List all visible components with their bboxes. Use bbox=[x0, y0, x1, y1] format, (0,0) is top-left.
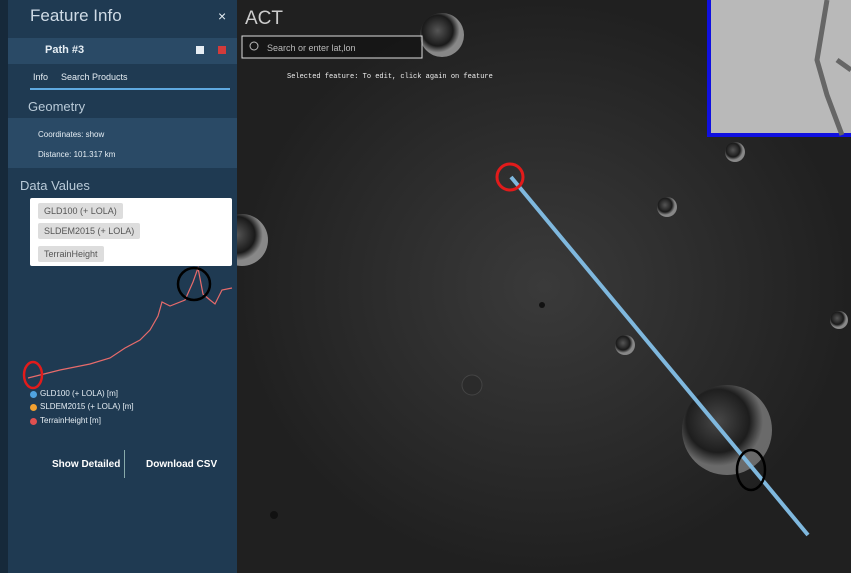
path-line[interactable] bbox=[509, 175, 810, 537]
data-values-title: Data Values bbox=[20, 178, 90, 193]
distance: Distance: 101.317 km bbox=[38, 150, 116, 159]
crater bbox=[461, 374, 483, 396]
mission-name: ACT bbox=[245, 8, 283, 29]
annotation-circle bbox=[22, 360, 44, 390]
download-csv-button[interactable]: Download CSV bbox=[146, 459, 218, 470]
search-placeholder[interactable]: Search or enter lat,lon bbox=[267, 43, 356, 53]
legend-entry: GLD100 (+ LOLA) [m] bbox=[40, 389, 119, 398]
crater bbox=[420, 13, 464, 57]
legend-entry: TerrainHeight [m] bbox=[40, 416, 101, 425]
map: ACT Search or enter lat,lon Selected fea… bbox=[237, 0, 851, 573]
crater bbox=[725, 142, 745, 162]
legend-swatch bbox=[30, 418, 37, 425]
crater bbox=[657, 197, 677, 217]
legend-swatch bbox=[30, 391, 37, 398]
crater bbox=[615, 335, 635, 355]
geometry-box bbox=[8, 118, 237, 168]
annotation-circle bbox=[495, 162, 525, 192]
crater bbox=[237, 214, 268, 266]
search-box[interactable] bbox=[241, 35, 423, 59]
legend-entry: SLDEM2015 (+ LOLA) [m] bbox=[40, 402, 134, 411]
feature-name: Path #3 bbox=[45, 44, 85, 56]
crater bbox=[539, 302, 545, 308]
home-icon[interactable] bbox=[196, 46, 204, 54]
show-detailed-button[interactable]: Show Detailed bbox=[52, 459, 121, 470]
icon-rail bbox=[0, 0, 8, 573]
delete-icon[interactable] bbox=[218, 46, 226, 54]
section-title: Geometry bbox=[28, 99, 86, 114]
overview-inset[interactable] bbox=[707, 0, 851, 137]
tab-info[interactable]: Info bbox=[33, 72, 49, 82]
profile-line bbox=[27, 265, 233, 379]
crater bbox=[270, 511, 278, 519]
source-chip[interactable]: TerrainHeight bbox=[38, 246, 104, 262]
close-button[interactable]: × bbox=[218, 8, 227, 24]
legend-swatch bbox=[30, 404, 37, 411]
annotation-circle bbox=[735, 448, 767, 492]
sidebar: Feature Info × Path #3 Info Search Produ… bbox=[0, 0, 237, 573]
panel-title: Feature Info bbox=[30, 6, 122, 25]
divider bbox=[124, 450, 125, 478]
hint-text: Selected feature: To edit, click again o… bbox=[287, 73, 493, 81]
search-icon bbox=[249, 41, 259, 51]
inset-terrain bbox=[814, 0, 851, 136]
coordinates: Coordinates: show bbox=[38, 130, 105, 139]
profile-chart bbox=[22, 265, 233, 390]
tab-underline bbox=[30, 88, 230, 90]
annotation-circle bbox=[176, 266, 212, 302]
tab-search-products[interactable]: Search Products bbox=[61, 72, 128, 82]
source-chip[interactable]: GLD100 (+ LOLA) bbox=[38, 203, 123, 219]
source-chip[interactable]: SLDEM2015 (+ LOLA) bbox=[38, 223, 141, 239]
crater bbox=[830, 311, 848, 329]
